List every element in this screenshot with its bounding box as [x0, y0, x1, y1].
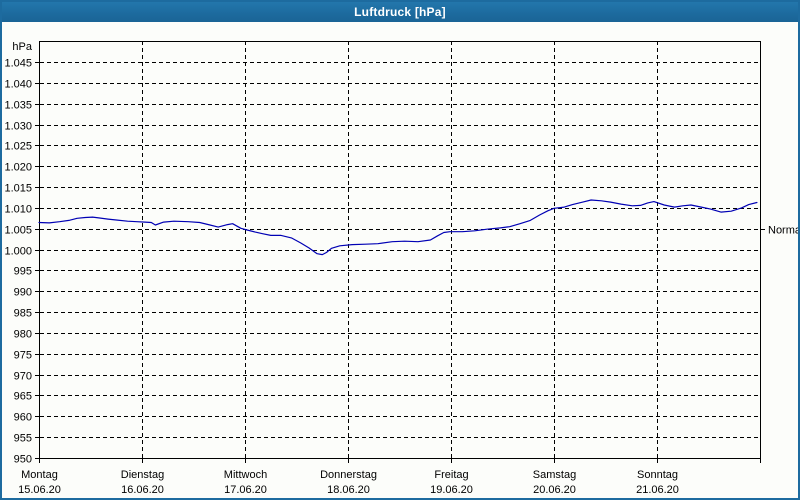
- y-tick-label: 1.030: [4, 121, 32, 133]
- y-tick-label: 1.020: [4, 162, 32, 174]
- y-tick-label: 955: [14, 433, 32, 445]
- y-axis-unit-label: hPa: [12, 41, 32, 53]
- x-axis-labels: Montag 15.06.20 Dienstag 16.06.20 Mittwoch 17…: [18, 469, 679, 496]
- day-date-label: 20.06.20: [533, 484, 576, 496]
- day-name-label: Montag: [21, 469, 58, 481]
- day-name-label: Donnerstag: [320, 469, 377, 481]
- y-tick-label: 995: [14, 266, 32, 278]
- y-tick-label: 1.010: [4, 204, 32, 216]
- window-title: Luftdruck [hPa]: [354, 5, 446, 19]
- day-date-label: 16.06.20: [121, 484, 164, 496]
- day-name-label: Samstag: [533, 469, 576, 481]
- gridlines: [40, 41, 759, 458]
- y-tick-label: 1.025: [4, 141, 32, 153]
- y-tick-label: 1.005: [4, 225, 32, 237]
- day-date-label: 17.06.20: [224, 484, 267, 496]
- day-name-label: Freitag: [434, 469, 468, 481]
- y-tick-label: 1.000: [4, 246, 32, 258]
- day-name-label: Dienstag: [121, 469, 164, 481]
- y-tick-label: 1.045: [4, 58, 32, 70]
- plot-border: [38, 40, 762, 460]
- y-tick-label: 985: [14, 308, 32, 320]
- y-tick-label: 950: [14, 454, 32, 466]
- y-tick-label: 990: [14, 287, 32, 299]
- y-tick-label: 960: [14, 412, 32, 424]
- y-tick-label: 965: [14, 391, 32, 403]
- day-date-label: 19.06.20: [430, 484, 473, 496]
- y-tick-label: 970: [14, 371, 32, 383]
- day-date-label: 18.06.20: [327, 484, 370, 496]
- day-name-label: Sonntag: [637, 469, 678, 481]
- y-tick-label: 980: [14, 329, 32, 341]
- normal-label: Normal: [768, 225, 798, 237]
- day-date-label: 15.06.20: [18, 484, 61, 496]
- pressure-line-chart: 1.045 1.040 1.035 1.030 1.025 1.020 1.015 1.010…: [4, 40, 798, 496]
- axes: [35, 40, 765, 463]
- y-tick-label: 1.040: [4, 79, 32, 91]
- y-tick-label: 1.015: [4, 183, 32, 195]
- day-date-label: 21.06.20: [636, 484, 679, 496]
- y-tick-label: 975: [14, 350, 32, 362]
- y-axis-labels: 1.045 1.040 1.035 1.030 1.025 1.020 1.015 1.010…: [4, 41, 798, 466]
- day-name-label: Mittwoch: [224, 469, 267, 481]
- title-bar: Luftdruck [hPa]: [2, 2, 798, 22]
- y-tick-label: 1.035: [4, 100, 32, 112]
- pressure-series-line: [38, 199, 758, 256]
- data-series: [38, 199, 758, 256]
- chart-area: 1.045 1.040 1.035 1.030 1.025 1.020 1.015 1.010…: [2, 22, 798, 498]
